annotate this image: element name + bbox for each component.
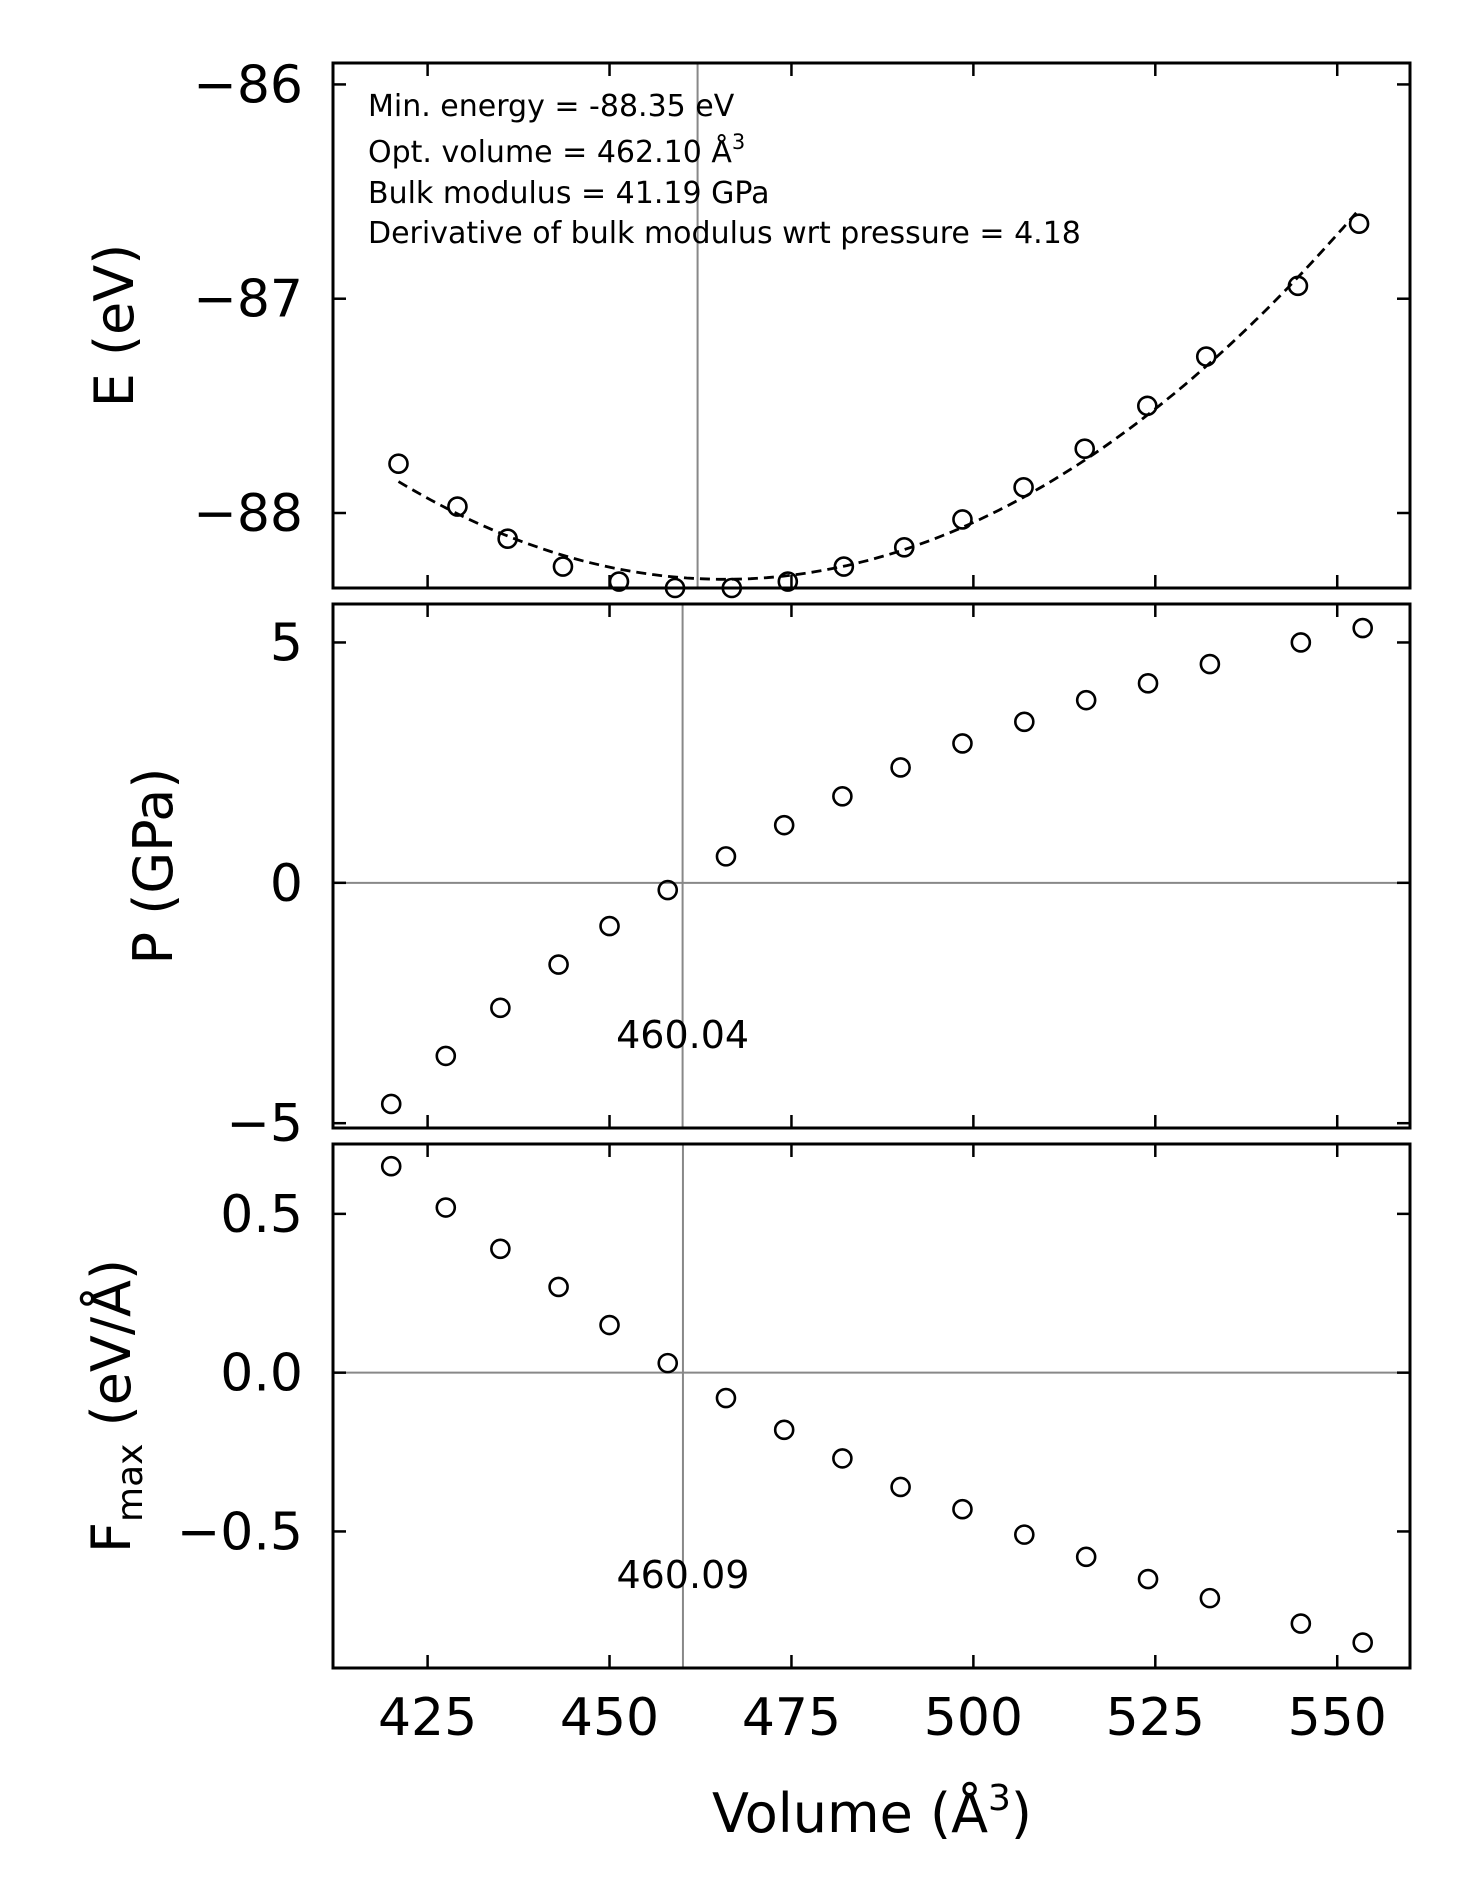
panel-1: −88 −87 −86 E (eV) Min. energy = -88.35 eV Op… — [83, 55, 1412, 599]
data-point — [952, 733, 973, 754]
y-axis-label: Fmax (eV/Å) — [79, 1259, 151, 1553]
y-tick-label: 0 — [270, 854, 303, 914]
data-point — [952, 1498, 973, 1520]
data-point — [1014, 1524, 1035, 1545]
x-tick-label: 475 — [742, 1688, 841, 1748]
data-point — [599, 915, 620, 937]
data-point — [833, 556, 855, 577]
y-axis-label: P (GPa) — [122, 768, 185, 965]
data-point — [435, 1045, 457, 1067]
x-tick-label: 550 — [1288, 1688, 1387, 1748]
vline-value-label: 460.09 — [616, 1553, 749, 1597]
y-tick-label: −88 — [193, 484, 303, 544]
data-point — [380, 1093, 402, 1115]
data-point — [1014, 711, 1035, 733]
y-tick-label: 0.0 — [220, 1344, 303, 1404]
annotation-line: Derivative of bulk modulus wrt pressure … — [368, 216, 1081, 251]
data-point — [1348, 213, 1370, 235]
vline-value-label: 460.04 — [616, 1013, 749, 1057]
data-point — [832, 785, 853, 807]
data-point — [388, 453, 409, 475]
data-point — [657, 879, 679, 901]
x-tick-label: 525 — [1106, 1688, 1205, 1748]
axes-frame — [331, 61, 1412, 590]
annotation-line: Min. energy = -88.35 eV — [368, 89, 735, 124]
data-point — [890, 1476, 911, 1498]
data-point — [548, 1276, 569, 1298]
data-point — [380, 1155, 402, 1177]
data-point — [1352, 617, 1373, 639]
y-tick-label: 0.5 — [220, 1185, 303, 1245]
data-point — [1290, 632, 1312, 653]
data-point — [773, 814, 795, 836]
data-point — [1075, 1546, 1097, 1568]
data-point — [657, 1352, 679, 1374]
data-point — [1290, 1613, 1312, 1634]
data-point — [777, 571, 799, 592]
data-point — [490, 1238, 511, 1260]
y-tick-label: −87 — [193, 270, 303, 330]
data-point — [715, 846, 737, 867]
y-tick-label: −0.5 — [177, 1502, 303, 1562]
data-point — [893, 536, 915, 558]
data-point — [1074, 438, 1096, 460]
y-axis-label: E (eV) — [83, 244, 146, 408]
data-point — [435, 1197, 457, 1218]
x-axis-label: Volume (Å3) — [712, 1778, 1032, 1845]
data-point — [1195, 346, 1217, 367]
fit-curve — [397, 208, 1361, 581]
data-point — [552, 556, 574, 577]
data-point — [1075, 689, 1097, 711]
data-point — [548, 954, 569, 975]
data-point — [599, 1314, 620, 1336]
data-point — [773, 1419, 795, 1441]
data-point — [1137, 1568, 1159, 1590]
data-point — [1287, 275, 1309, 297]
axes-frame — [331, 602, 1412, 1130]
panel-2: −5 0 5 460.04 P (GPa) — [122, 602, 1412, 1154]
y-tick-label: −5 — [226, 1094, 303, 1154]
data-point — [608, 571, 630, 592]
data-point — [1136, 395, 1158, 417]
x-tick-label: 425 — [378, 1688, 477, 1748]
annotation-line: Opt. volume = 462.10 Å3 — [368, 130, 745, 170]
y-tick-label: −86 — [193, 55, 303, 115]
data-point — [952, 509, 973, 530]
axes-frame — [331, 1142, 1412, 1670]
data-point — [447, 496, 468, 517]
data-point — [1137, 673, 1159, 694]
data-point — [1352, 1632, 1373, 1653]
x-tick-label: 500 — [924, 1688, 1023, 1748]
data-point — [832, 1448, 853, 1469]
data-point — [497, 528, 518, 550]
data-point — [715, 1387, 737, 1409]
data-point — [1199, 1587, 1221, 1609]
panel-3: −0.5 0.0 0.5 460.09 Fmax (eV/Å) — [79, 1142, 1412, 1670]
data-point — [1199, 653, 1221, 675]
annotation-line: Bulk modulus = 41.19 GPa — [368, 176, 769, 211]
y-tick-label: 5 — [270, 613, 303, 673]
data-point — [890, 757, 911, 778]
data-point — [1013, 476, 1034, 498]
data-point — [490, 997, 511, 1019]
x-tick-label: 450 — [560, 1688, 659, 1748]
